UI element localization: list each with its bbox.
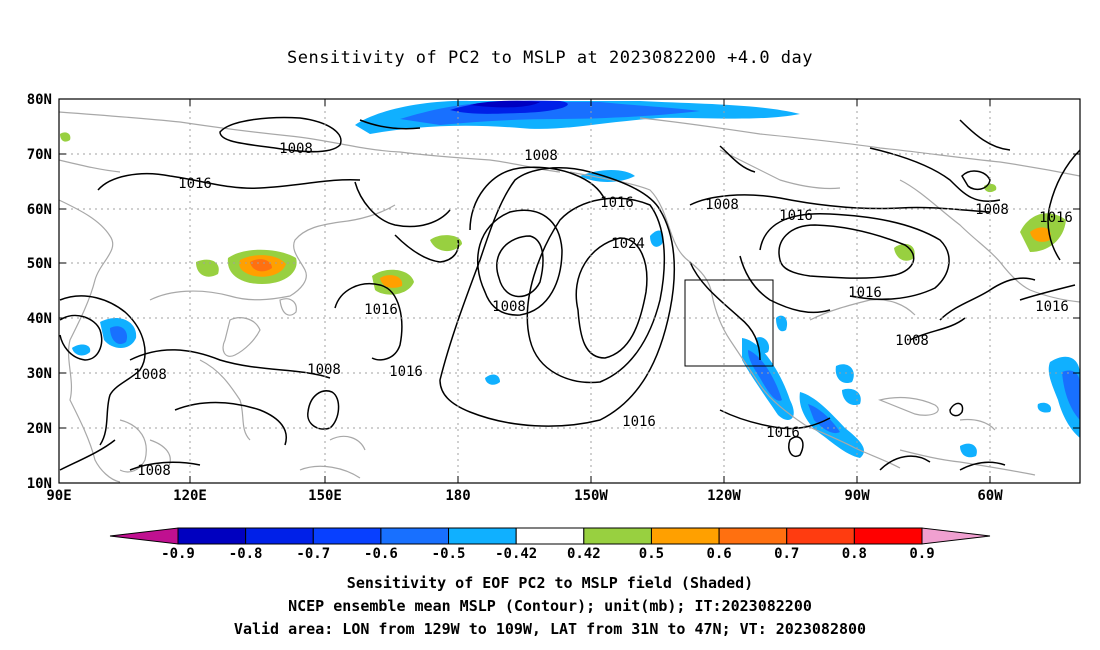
colorbar-cell [448,527,517,545]
caption-shaded: Sensitivity of EOF PC2 to MSLP field (Sh… [346,574,754,592]
lat-label: 10N [27,476,52,492]
colorbar-label: -0.6 [364,546,398,562]
colorbar-label: 0.5 [639,546,664,562]
valid-area-box [684,279,774,367]
lon-label: 120W [707,488,741,504]
contour-label: 1016 [766,425,800,441]
contour-label: 1016 [178,176,212,192]
lat-label: 80N [27,92,52,108]
lat-label: 60N [27,202,52,218]
colorbar-label: -0.9 [161,546,195,562]
colorbar-high-end [921,527,991,545]
lon-label: 90E [46,488,71,504]
positive-shading [60,132,1066,295]
tick-marks [59,99,1080,483]
colorbar: -0.9 -0.8 -0.7 -0.6 -0.5 -0.42 0.42 0.5 0.6 0.7 0.… [109,527,991,562]
lon-label: 120E [173,488,207,504]
lon-label: 60W [977,488,1003,504]
contour-label: 1016 [1039,210,1073,226]
contour-label: 1008 [307,362,341,378]
contour-labels: 1008 1008 1016 1016 1008 1016 1024 1008 … [133,141,1073,479]
lat-label: 20N [27,421,52,437]
contour-label: 1008 [133,367,167,383]
gridlines [59,99,1080,483]
contour-label: 1008 [895,333,929,349]
colorbar-cell [583,527,652,545]
colorbar-cell [515,527,585,545]
map-frame [58,98,1081,484]
colorbar-label: -0.5 [432,546,466,562]
contour-label: 1008 [279,141,313,157]
contour-label: 1016 [1035,299,1069,315]
lat-label: 30N [27,366,52,382]
colorbar-label: 0.42 [567,546,601,562]
colorbar-label: 0.8 [842,546,867,562]
contour-label: 1008 [492,299,526,315]
contour-label: 1024 [611,236,645,252]
contour-label: 1008 [705,197,739,213]
colorbar-cell [312,527,382,545]
colorbar-cell [177,527,247,545]
colorbar-cell [853,527,923,545]
colorbar-label: 0.6 [706,546,731,562]
map-area [59,99,1080,483]
colorbar-label: 0.7 [774,546,799,562]
contour-label: 1016 [389,364,423,380]
colorbar-cell [380,527,450,545]
lon-label: 90W [844,488,870,504]
contour-label: 1008 [524,148,558,164]
lat-label: 70N [27,147,52,163]
contour-label: 1008 [975,202,1009,218]
lat-label: 40N [27,311,52,327]
lon-label: 150E [308,488,342,504]
caption-contour: NCEP ensemble mean MSLP (Contour); unit(… [288,597,812,615]
contour-label: 1016 [622,414,656,430]
colorbar-label: 0.9 [909,546,934,562]
lon-label: 150W [574,488,608,504]
colorbar-label: -0.8 [229,546,263,562]
colorbar-low-end [109,527,179,545]
contour-label: 1008 [137,463,171,479]
contour-label: 1016 [364,302,398,318]
caption-valid-area: Valid area: LON from 129W to 109W, LAT f… [233,620,867,638]
latitude-labels: 80N 70N 60N 50N 40N 30N 20N 10N [27,92,52,492]
colorbar-cell [786,527,855,545]
lat-label: 50N [27,256,52,272]
map-title: Sensitivity of PC2 to MSLP at 2023082200… [286,48,813,68]
colorbar-cell [650,527,720,545]
lon-label: 180 [445,488,470,504]
contour-label: 1016 [848,285,882,301]
contour-label: 1016 [779,208,813,224]
coastlines [59,111,1080,483]
colorbar-cell [245,527,314,545]
longitude-labels: 90E 120E 150E 180 150W 120W 90W 60W [46,488,1003,504]
colorbar-label: -0.42 [495,546,537,562]
contour-label: 1016 [600,195,634,211]
colorbar-cell [718,527,788,545]
colorbar-label: -0.7 [296,546,330,562]
